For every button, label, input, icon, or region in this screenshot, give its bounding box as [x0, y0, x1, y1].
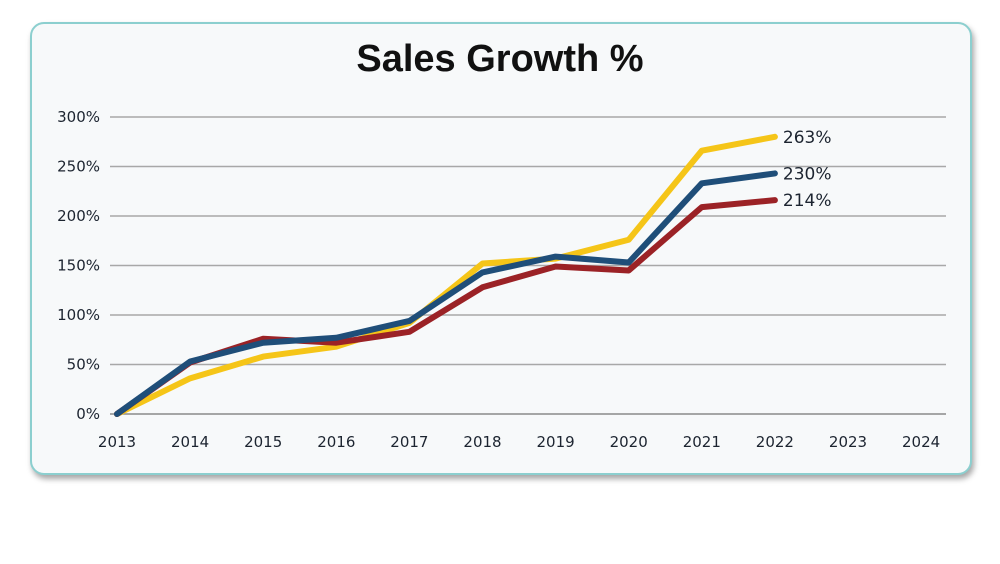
chart-title: Sales Growth % — [356, 38, 644, 80]
series-end-label: 214% — [783, 191, 832, 211]
chart-card — [30, 22, 972, 475]
x-tick-label: 2014 — [171, 433, 209, 451]
x-tick-label: 2020 — [610, 433, 648, 451]
x-tick-label: 2015 — [244, 433, 282, 451]
gridlines — [110, 116, 946, 415]
y-tick-label: 300% — [57, 108, 100, 126]
y-tick-label: 200% — [57, 207, 100, 225]
y-tick-label: 150% — [57, 257, 100, 275]
y-axis-ticks: 0% 50% 100% 150% 200% 250% 300% — [57, 108, 100, 423]
y-tick-label: 250% — [57, 158, 100, 176]
series-lines — [114, 133, 778, 417]
x-tick-label: 2019 — [537, 433, 575, 451]
x-tick-label: 2013 — [98, 433, 136, 451]
x-tick-label: 2024 — [902, 433, 940, 451]
y-tick-label: 0% — [76, 405, 100, 423]
series-line — [114, 170, 778, 417]
series-end-label: 263% — [783, 128, 832, 148]
x-tick-label: 2022 — [756, 433, 794, 451]
series-line — [114, 133, 778, 417]
x-axis-ticks: 2013 2014 2015 2016 2017 2018 2019 2020 2021 2022… — [98, 433, 940, 451]
end-labels: 263% 230% 214% — [783, 128, 832, 211]
x-tick-label: 2018 — [463, 433, 501, 451]
x-tick-label: 2023 — [829, 433, 867, 451]
series-line — [114, 197, 778, 417]
y-tick-label: 50% — [67, 356, 100, 374]
x-tick-label: 2016 — [317, 433, 355, 451]
series-end-label: 230% — [783, 164, 832, 184]
y-tick-label: 100% — [57, 306, 100, 324]
x-tick-label: 2017 — [390, 433, 428, 451]
x-tick-label: 2021 — [683, 433, 721, 451]
